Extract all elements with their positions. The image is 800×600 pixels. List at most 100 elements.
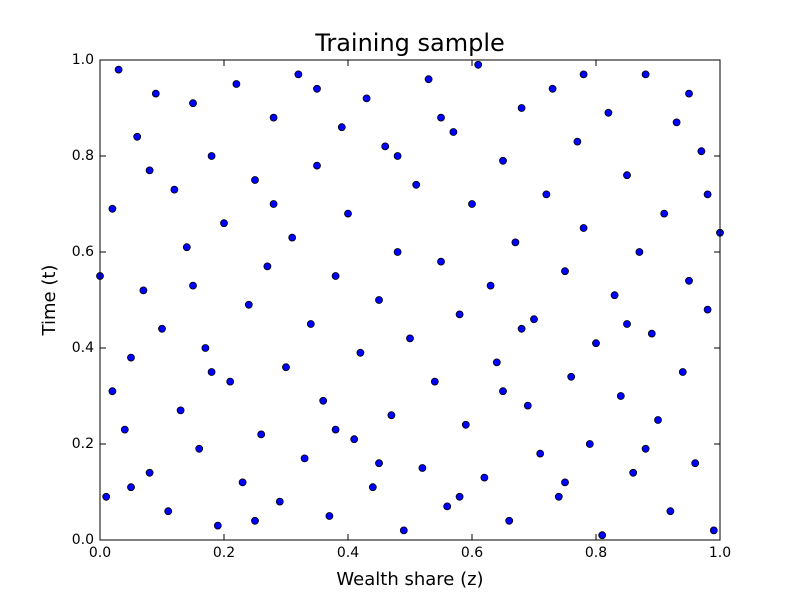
point xyxy=(579,224,588,232)
point xyxy=(685,276,693,285)
point xyxy=(585,440,594,448)
point xyxy=(629,468,638,477)
x-tick-label: 0.4 xyxy=(337,545,359,561)
point xyxy=(523,401,532,410)
y-tick-label: 0.8 xyxy=(72,148,94,164)
point xyxy=(325,512,334,520)
point xyxy=(623,320,631,328)
point xyxy=(176,406,185,415)
point xyxy=(182,243,191,252)
point xyxy=(300,454,309,463)
point xyxy=(623,171,631,180)
point xyxy=(604,108,613,117)
point xyxy=(207,368,216,376)
point xyxy=(641,444,650,453)
point xyxy=(282,363,290,372)
point xyxy=(226,377,235,386)
point xyxy=(201,344,210,352)
x-tick-label: 0.8 xyxy=(585,545,607,561)
point xyxy=(672,118,681,127)
point xyxy=(139,286,148,295)
point xyxy=(399,526,408,535)
point xyxy=(461,420,470,429)
point xyxy=(418,464,427,472)
y-tick-label: 0.6 xyxy=(72,244,94,260)
point xyxy=(145,468,154,477)
point xyxy=(573,137,582,146)
point xyxy=(536,449,545,458)
point xyxy=(505,516,514,525)
point xyxy=(610,291,619,300)
point xyxy=(288,233,297,242)
point xyxy=(238,478,247,487)
point xyxy=(337,123,346,132)
point xyxy=(244,300,253,309)
point xyxy=(350,435,359,444)
point xyxy=(592,339,600,348)
point xyxy=(158,324,166,333)
point xyxy=(207,152,216,160)
chart-title: Training sample xyxy=(314,29,505,57)
point xyxy=(102,492,111,501)
point xyxy=(641,70,650,79)
point xyxy=(703,190,712,199)
point xyxy=(697,147,706,156)
point xyxy=(647,329,656,338)
point xyxy=(430,377,439,386)
point xyxy=(455,492,464,501)
point xyxy=(666,507,675,516)
point xyxy=(468,200,476,208)
point xyxy=(127,483,135,492)
point xyxy=(344,209,352,218)
point xyxy=(275,497,284,506)
point xyxy=(530,315,538,324)
point xyxy=(313,84,321,93)
point xyxy=(474,60,483,69)
point xyxy=(164,507,173,516)
point xyxy=(691,459,700,468)
point xyxy=(331,425,340,434)
point xyxy=(251,516,259,525)
point xyxy=(406,334,414,343)
point xyxy=(492,358,501,367)
point xyxy=(709,526,718,535)
point xyxy=(443,502,452,511)
point xyxy=(251,176,259,184)
point xyxy=(356,348,365,357)
point xyxy=(412,180,421,189)
plot-frame xyxy=(99,59,721,541)
point xyxy=(127,353,135,362)
point xyxy=(133,132,142,141)
point xyxy=(548,84,557,93)
point xyxy=(294,70,303,79)
point xyxy=(517,324,526,333)
x-axis-label: Wealth share (z) xyxy=(336,569,483,590)
point xyxy=(170,185,179,194)
x-tick-label: 0.0 xyxy=(89,545,111,561)
point xyxy=(455,310,464,319)
point xyxy=(703,305,712,314)
point xyxy=(554,492,563,501)
point xyxy=(685,89,693,98)
point xyxy=(362,94,371,103)
point xyxy=(567,372,576,381)
point xyxy=(375,459,383,468)
point xyxy=(313,161,321,170)
y-tick-label: 0.2 xyxy=(72,436,94,452)
point xyxy=(114,65,123,74)
point xyxy=(381,142,390,151)
point xyxy=(437,113,445,122)
point xyxy=(387,411,396,420)
point xyxy=(220,219,228,228)
point xyxy=(189,99,197,108)
point xyxy=(678,368,687,376)
y-tick-label: 1.0 xyxy=(72,52,94,68)
point xyxy=(151,89,160,98)
point xyxy=(579,70,588,79)
point xyxy=(269,200,278,208)
point xyxy=(368,483,377,492)
point xyxy=(517,104,526,112)
point xyxy=(598,531,607,540)
